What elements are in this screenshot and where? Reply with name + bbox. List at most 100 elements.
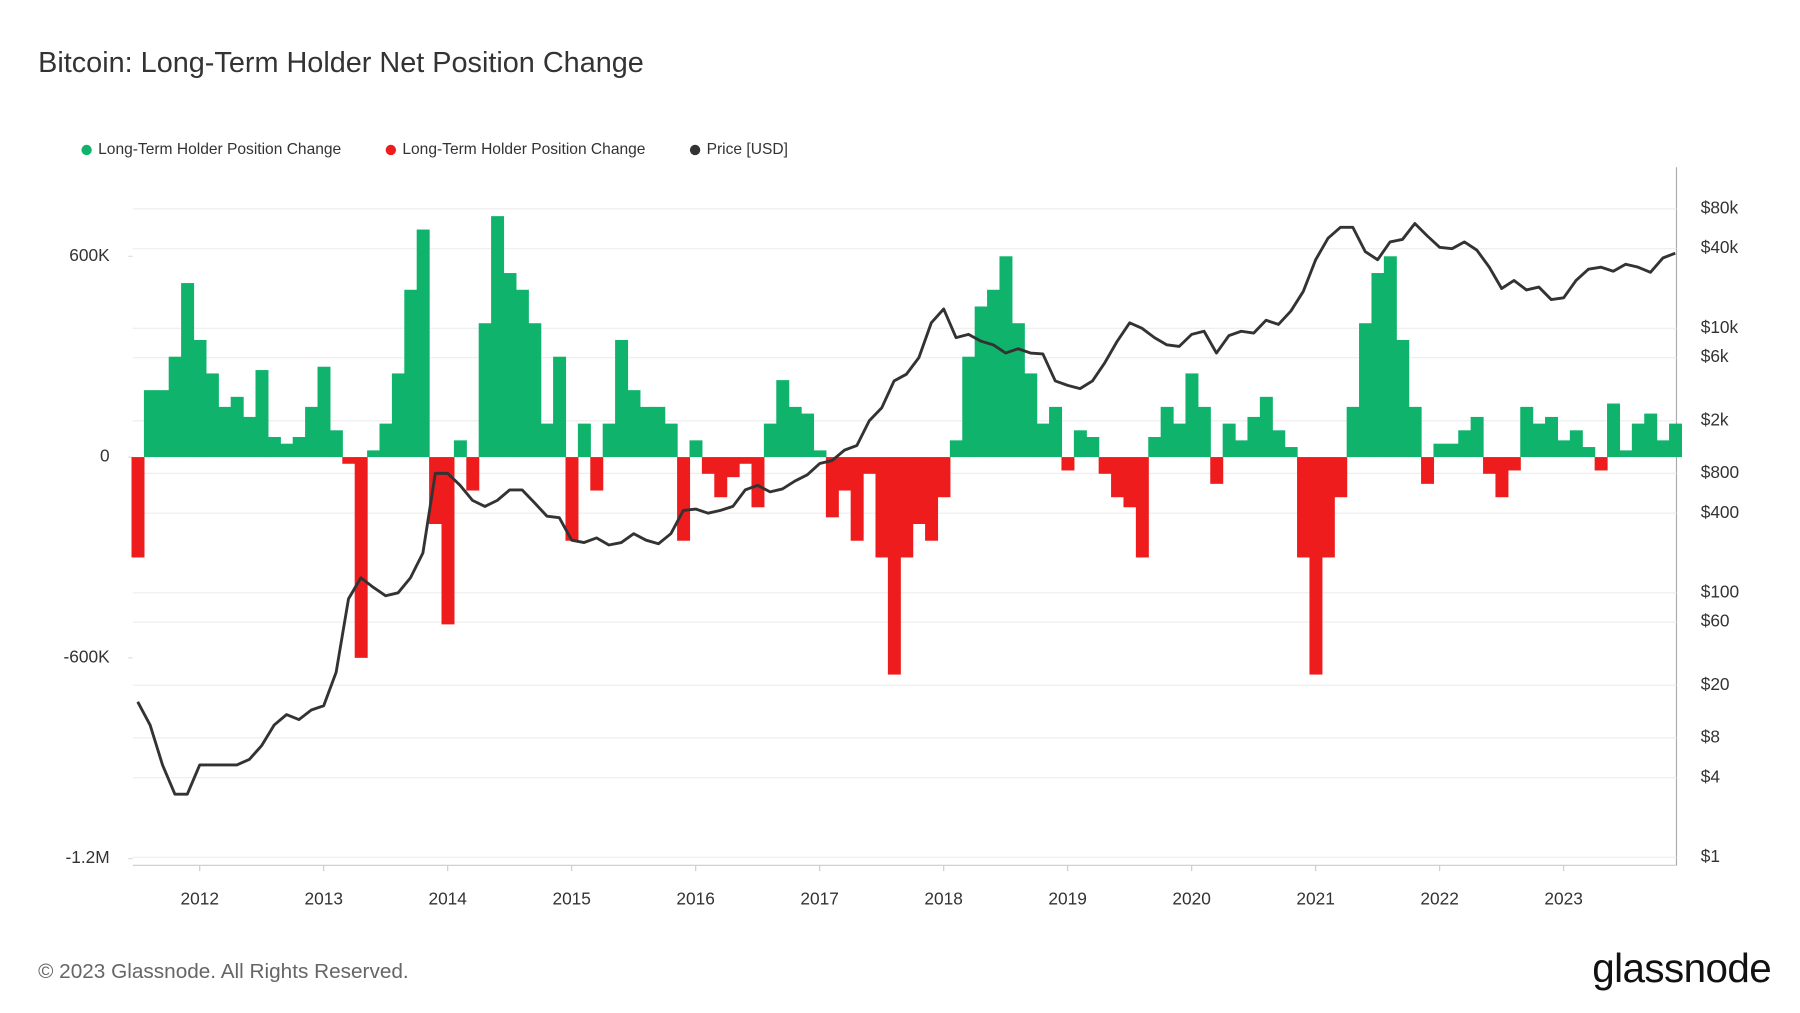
y-tick-label: -1.2M <box>65 847 109 867</box>
bar <box>1111 457 1125 498</box>
bar <box>615 339 629 458</box>
bar <box>999 256 1013 458</box>
legend-label: Long-Term Holder Position Change <box>402 141 645 158</box>
bar <box>627 390 641 458</box>
bar <box>354 457 368 658</box>
legend-marker <box>385 144 397 156</box>
bar <box>1173 423 1187 458</box>
chart-title: Bitcoin: Long-Term Holder Net Position C… <box>38 47 644 79</box>
bar <box>553 356 567 458</box>
bar <box>317 366 331 458</box>
bar <box>292 437 306 458</box>
bar <box>429 457 443 525</box>
y2-tick-label: $10k <box>1701 317 1739 337</box>
bar <box>156 390 170 458</box>
bar <box>714 457 728 498</box>
x-tick-label: 2012 <box>180 888 218 908</box>
bar <box>1371 273 1385 458</box>
bar <box>1383 256 1397 458</box>
bar <box>1470 416 1484 458</box>
x-tick-label: 2015 <box>552 888 590 908</box>
bar <box>751 457 765 508</box>
bar <box>1259 396 1273 458</box>
bar <box>1024 373 1038 458</box>
bar <box>1569 430 1583 458</box>
bar <box>1197 406 1211 458</box>
bar <box>305 406 319 458</box>
legend-marker <box>689 144 701 156</box>
y-tick-label: 600K <box>69 245 110 265</box>
y2-tick-label: $1 <box>1701 846 1720 866</box>
bar <box>726 457 740 478</box>
bar <box>1359 323 1373 458</box>
bar <box>1458 430 1472 458</box>
bar <box>466 457 480 491</box>
bar <box>838 457 852 491</box>
bar <box>974 306 988 458</box>
bar <box>887 457 901 675</box>
bar <box>739 457 753 464</box>
bar <box>987 289 1001 458</box>
bar <box>701 457 715 474</box>
bar <box>1148 437 1162 458</box>
bar <box>1545 416 1559 458</box>
x-tick-label: 2017 <box>800 888 838 908</box>
y2-tick-label: $20 <box>1701 674 1730 694</box>
legend-label: Long-Term Holder Position Change <box>98 141 341 158</box>
bar <box>491 216 505 458</box>
bar <box>404 289 418 458</box>
x-tick-label: 2013 <box>304 888 342 908</box>
bar <box>1036 423 1050 458</box>
price-line <box>136 222 1676 796</box>
bar <box>441 457 455 625</box>
bar <box>1284 447 1298 458</box>
bar <box>1160 406 1174 458</box>
legend-label: Price [USD] <box>707 141 788 158</box>
bar <box>1123 457 1137 508</box>
x-tick-label: 2019 <box>1048 888 1086 908</box>
bar <box>652 406 666 458</box>
bar <box>1247 416 1261 458</box>
y2-tick-label: $60 <box>1701 611 1730 631</box>
bar <box>205 373 219 458</box>
legend-marker <box>81 144 92 156</box>
bar-series <box>131 457 1608 675</box>
bar <box>925 457 939 541</box>
bar <box>379 423 393 458</box>
bar <box>1507 457 1521 471</box>
bar <box>900 457 914 558</box>
bar <box>131 457 145 558</box>
bar <box>391 373 405 458</box>
bar <box>181 283 195 458</box>
bar <box>1495 457 1509 498</box>
x-tick-label: 2020 <box>1172 888 1210 908</box>
bar <box>280 443 294 458</box>
bar <box>664 423 678 458</box>
bar <box>689 440 703 458</box>
bar <box>639 406 653 458</box>
bar <box>143 390 157 458</box>
bar <box>1321 457 1335 558</box>
bar-series <box>143 216 1683 458</box>
bar <box>1421 457 1435 484</box>
y2-tick-label: $100 <box>1701 581 1739 601</box>
bar <box>875 457 889 558</box>
bar <box>515 289 529 458</box>
bar <box>503 273 517 458</box>
bar <box>763 423 777 458</box>
bar <box>193 339 207 458</box>
bar <box>1594 457 1608 471</box>
x-tick-label: 2021 <box>1296 888 1334 908</box>
bar <box>230 396 244 458</box>
bar <box>937 457 951 498</box>
bar <box>1086 437 1100 458</box>
grid <box>132 208 1677 858</box>
bar <box>565 457 579 541</box>
bar <box>801 413 815 458</box>
bar <box>1532 423 1546 458</box>
bar <box>949 440 963 458</box>
bar <box>590 457 604 491</box>
y-tick-label: 0 <box>100 446 110 466</box>
y-tick-label: -600K <box>64 646 111 666</box>
